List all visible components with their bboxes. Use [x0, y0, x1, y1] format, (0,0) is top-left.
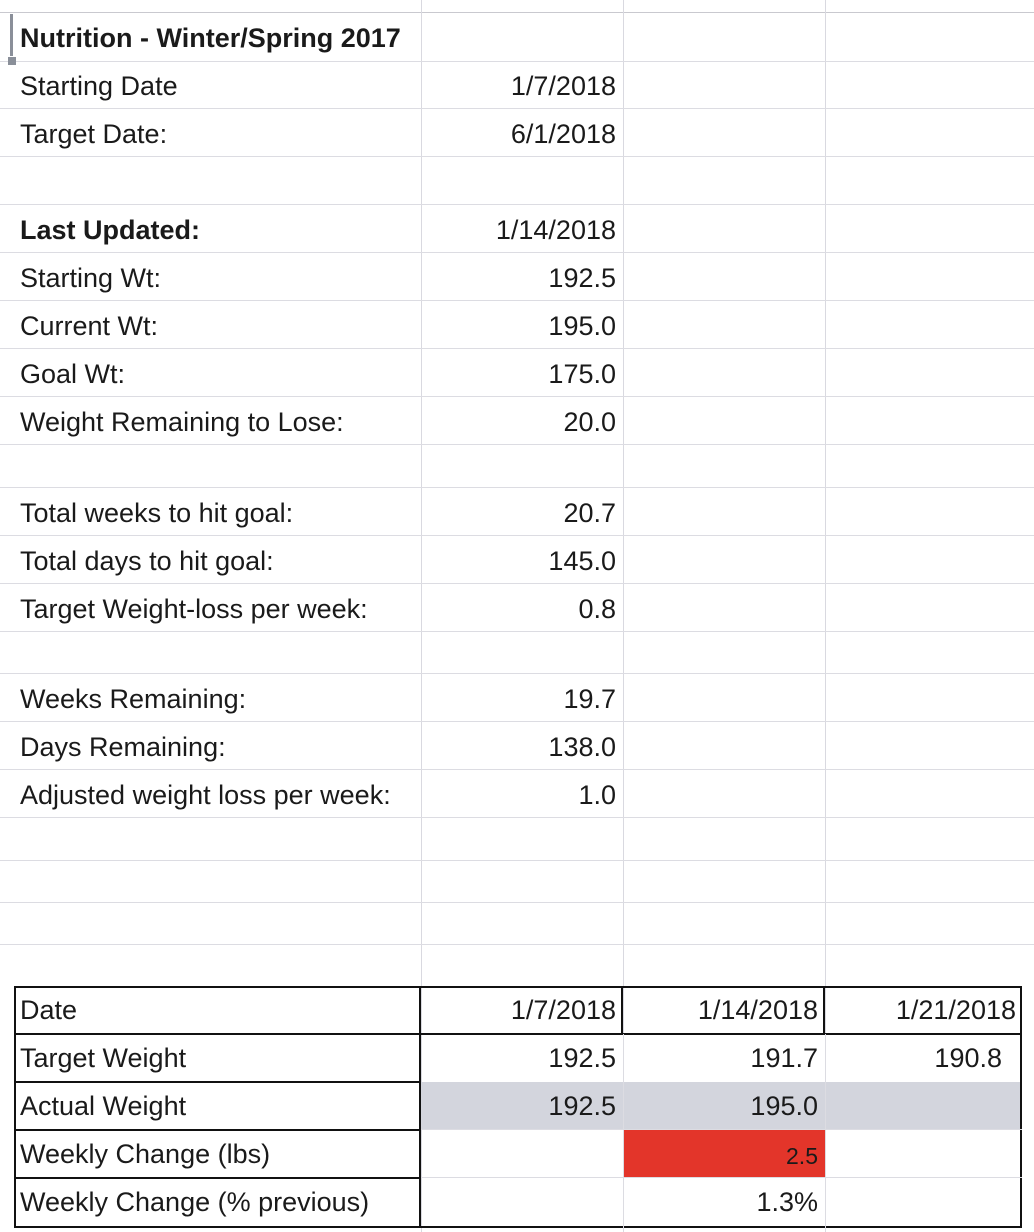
grid-row-line [421, 1129, 1022, 1130]
summary-value-last-updated[interactable]: 1/14/2018 [495, 215, 616, 245]
table-outer-border [14, 986, 1022, 1228]
active-cell-cursor[interactable] [10, 14, 13, 56]
summary-label-total-weeks[interactable]: Total weeks to hit goal: [20, 498, 294, 528]
grid-row-line [0, 721, 1034, 722]
summary-value-total-days[interactable]: 145.0 [548, 546, 616, 576]
summary-value-goal-wt[interactable]: 175.0 [548, 359, 616, 389]
table-row-label-weekly-change-lbs[interactable]: Weekly Change (lbs) [20, 1139, 271, 1169]
table-row-border [14, 1177, 421, 1179]
grid-row-line [0, 860, 1034, 861]
summary-label-total-days[interactable]: Total days to hit goal: [20, 546, 274, 576]
table-row-label-actual-weight[interactable]: Actual Weight [20, 1091, 187, 1121]
grid-row-line [0, 108, 1034, 109]
table-column-border [419, 986, 421, 1228]
grid-column-line [623, 0, 624, 1232]
table-cell-target-weight-3[interactable]: 190.8 [934, 1043, 1002, 1073]
summary-value-weight-remaining[interactable]: 20.0 [563, 407, 616, 437]
grid-row-line [0, 944, 1034, 945]
grid-row-line [0, 444, 1034, 445]
grid-row-line [0, 348, 1034, 349]
grid-row-line [0, 61, 1034, 62]
table-cell-target-weight-2[interactable]: 191.7 [750, 1043, 818, 1073]
summary-label-target-loss-per-week[interactable]: Target Weight-loss per week: [20, 594, 368, 624]
summary-label-weeks-remaining[interactable]: Weeks Remaining: [20, 684, 247, 714]
grid-row-line [0, 487, 1034, 488]
fill-handle[interactable] [8, 57, 16, 65]
grid-row-line [0, 769, 1034, 770]
table-column-border [823, 986, 825, 1034]
weight-tracking-table: Date 1/7/2018 1/14/2018 1/21/2018 Target… [14, 986, 1022, 1228]
summary-label-current-wt[interactable]: Current Wt: [20, 311, 159, 341]
table-column-border [621, 986, 623, 1034]
grid-row-line [0, 631, 1034, 632]
table-cell-date-1[interactable]: 1/7/2018 [510, 995, 616, 1025]
grid-row-line [0, 396, 1034, 397]
grid-column-line [421, 0, 422, 1232]
table-row-label-target-weight[interactable]: Target Weight [20, 1043, 187, 1073]
table-row-border [14, 1081, 421, 1083]
table-cell-actual-weight-1[interactable]: 192.5 [548, 1091, 616, 1121]
summary-label-target-date[interactable]: Target Date: [20, 119, 168, 149]
summary-value-current-wt[interactable]: 195.0 [548, 311, 616, 341]
grid-column-line [623, 1034, 624, 1228]
table-cell-weekly-change-pct-2[interactable]: 1.3% [756, 1187, 818, 1217]
grid-column-line [825, 0, 826, 1232]
summary-label-starting-wt[interactable]: Starting Wt: [20, 263, 162, 293]
grid-column-line [825, 1034, 826, 1228]
summary-value-starting-wt[interactable]: 192.5 [548, 263, 616, 293]
grid-row-line [0, 535, 1034, 536]
weekly-change-alert-fill [623, 1130, 825, 1178]
summary-label-last-updated[interactable]: Last Updated: [20, 215, 201, 245]
grid-row-line [0, 204, 1034, 205]
summary-value-starting-date[interactable]: 1/7/2018 [510, 71, 616, 101]
summary-value-adjusted-loss-per-week[interactable]: 1.0 [578, 780, 616, 810]
summary-value-target-date[interactable]: 6/1/2018 [510, 119, 616, 149]
table-row-border [14, 1033, 1022, 1035]
actual-weight-highlight [421, 1082, 1022, 1130]
summary-label-adjusted-loss-per-week[interactable]: Adjusted weight loss per week: [20, 780, 391, 810]
summary-label-days-remaining[interactable]: Days Remaining: [20, 732, 226, 762]
table-cell-date-3[interactable]: 1/21/2018 [895, 995, 1016, 1025]
summary-label-weight-remaining[interactable]: Weight Remaining to Lose: [20, 407, 344, 437]
table-cell-target-weight-1[interactable]: 192.5 [548, 1043, 616, 1073]
table-row-border [14, 1129, 421, 1131]
summary-label-goal-wt[interactable]: Goal Wt: [20, 359, 126, 389]
table-row-label-weekly-change-pct[interactable]: Weekly Change (% previous) [20, 1187, 370, 1217]
grid-row-line [0, 300, 1034, 301]
grid-row-line [0, 252, 1034, 253]
grid-row-line [0, 156, 1034, 157]
grid-top-border [0, 12, 1034, 13]
summary-value-target-loss-per-week[interactable]: 0.8 [578, 594, 616, 624]
table-row-label-date[interactable]: Date [20, 995, 78, 1025]
grid-row-line [0, 583, 1034, 584]
grid-row-line [0, 902, 1034, 903]
table-cell-actual-weight-2[interactable]: 195.0 [750, 1091, 818, 1121]
grid-row-line [421, 1177, 1022, 1178]
table-cell-date-2[interactable]: 1/14/2018 [697, 995, 818, 1025]
summary-value-total-weeks[interactable]: 20.7 [563, 498, 616, 528]
sheet-title[interactable]: Nutrition - Winter/Spring 2017 [20, 23, 401, 53]
grid-row-line [0, 817, 1034, 818]
table-cell-weekly-change-lbs-2[interactable]: 2.5 [786, 1143, 818, 1169]
summary-value-weeks-remaining[interactable]: 19.7 [563, 684, 616, 714]
summary-label-starting-date[interactable]: Starting Date [20, 71, 178, 101]
grid-row-line [0, 673, 1034, 674]
summary-value-days-remaining[interactable]: 138.0 [548, 732, 616, 762]
